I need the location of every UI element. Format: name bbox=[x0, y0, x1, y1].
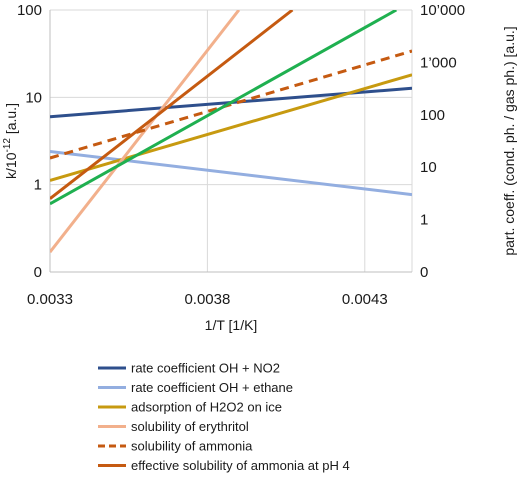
series-line-5 bbox=[50, 10, 294, 200]
grid bbox=[49, 9, 413, 273]
y-left-label-sup: -12 bbox=[2, 138, 13, 153]
y-right-tick-label: 0 bbox=[420, 264, 428, 281]
y-right-tick-label: 1’000 bbox=[420, 54, 457, 71]
y-right-tick-label: 10’000 bbox=[420, 2, 465, 19]
legend-label: solubility of erythritol bbox=[131, 419, 249, 434]
x-axis-label: 1/T [1/K] bbox=[205, 317, 258, 333]
y-left-axis-label: k/10-12 [a.u.] bbox=[2, 103, 19, 179]
series-group bbox=[50, 10, 412, 254]
legend-label: adsorption of H2O2 on ice bbox=[131, 400, 282, 415]
y-right-axis-label: part. coeff. (cond. ph. / gas ph.) [a.u.… bbox=[501, 26, 517, 255]
x-tick-label: 0.0033 bbox=[27, 291, 73, 308]
y-left-tick-label: 1 bbox=[34, 177, 42, 194]
x-tick-label: 0.0038 bbox=[184, 291, 230, 308]
axes bbox=[49, 10, 412, 273]
x-tick-label: 0.0043 bbox=[342, 291, 388, 308]
y-left-tick-label: 100 bbox=[17, 2, 42, 19]
y-left-label-main: k/10 bbox=[3, 152, 19, 179]
series-line-6 bbox=[50, 10, 398, 206]
legend: rate coefficient OH + NO2 rate coefficien… bbox=[98, 361, 350, 473]
y-left-tick-label: 10 bbox=[25, 89, 42, 106]
tick-labels: 0 1 10 100 0 1 10 100 1’000 10’000 0.0033 0.0038 0.0… bbox=[17, 2, 465, 308]
legend-label: rate coefficient OH + NO2 bbox=[131, 361, 280, 376]
series-line-2 bbox=[50, 73, 412, 182]
y-left-tick-label: 0 bbox=[34, 264, 42, 281]
series-line-4 bbox=[50, 49, 412, 160]
y-right-tick-label: 10 bbox=[420, 159, 437, 176]
legend-label: rate coefficient OH + ethane bbox=[131, 380, 293, 395]
y-left-label-unit: [a.u.] bbox=[3, 103, 19, 138]
y-right-tick-label: 100 bbox=[420, 107, 445, 124]
series-line-1 bbox=[50, 150, 412, 197]
legend-label: effective solubility of ammonia at pH 4 bbox=[131, 458, 350, 473]
legend-label: solubility of ammonia bbox=[131, 439, 253, 454]
y-right-tick-label: 1 bbox=[420, 212, 428, 229]
